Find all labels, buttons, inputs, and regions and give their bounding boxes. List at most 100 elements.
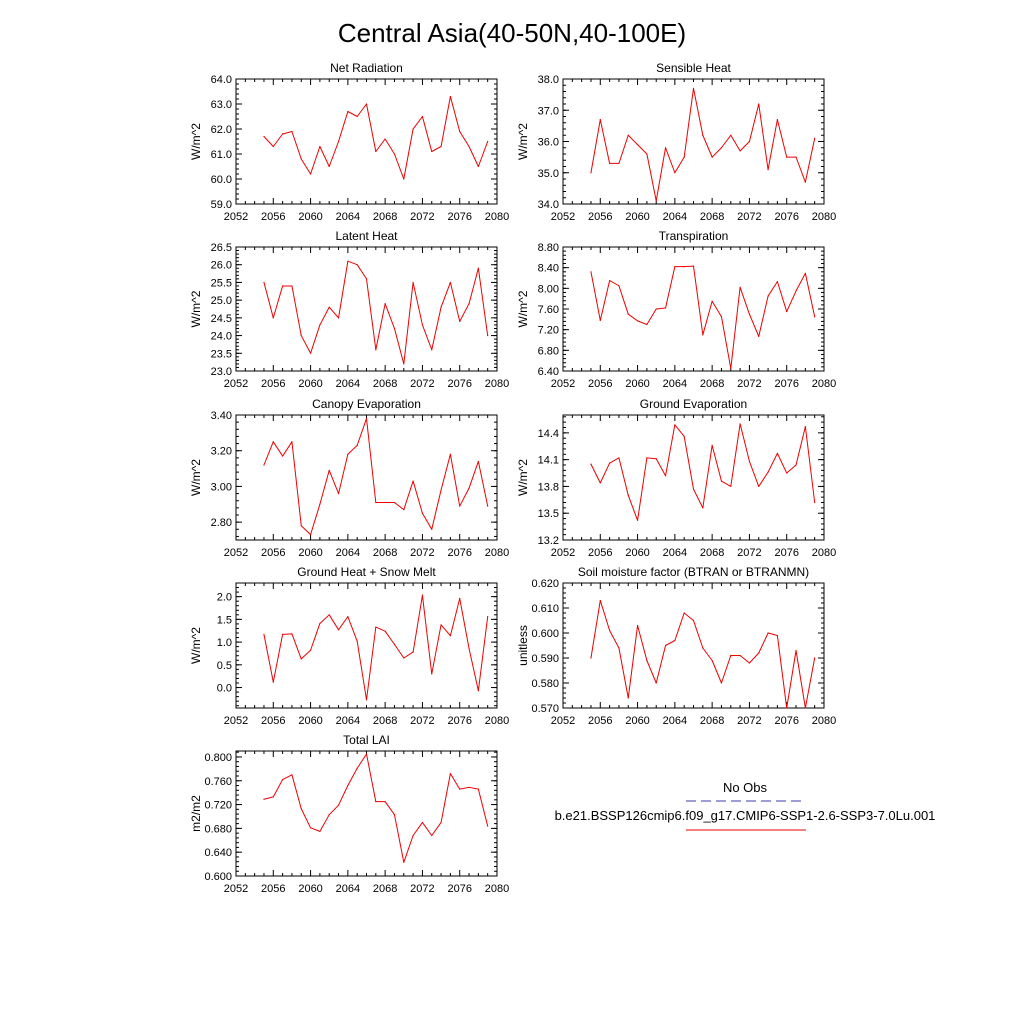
data-point <box>282 285 284 287</box>
x-tick-label: 2060 <box>298 211 322 223</box>
data-point <box>776 281 778 283</box>
data-point <box>776 452 778 454</box>
y-tick-label: 37.0 <box>538 105 559 117</box>
data-point <box>683 435 685 438</box>
x-tick-label: 2056 <box>261 211 285 223</box>
y-tick-label: 0.800 <box>204 752 232 764</box>
data-point <box>449 281 451 284</box>
data-point <box>375 349 377 351</box>
plot-frame <box>562 78 825 205</box>
x-tick-label: 2072 <box>410 378 434 390</box>
data-point <box>384 303 386 305</box>
data-point <box>319 503 321 505</box>
panel-8: 2052 2056 2060 2064 2068 2072 2076 2080 0.570 0.5… <box>516 565 836 727</box>
plot-frame <box>235 78 498 205</box>
y-axis-label: W/m^2 <box>189 290 203 327</box>
data-point <box>795 464 797 466</box>
x-tick-label: 2064 <box>336 883 360 895</box>
data-point <box>627 313 629 315</box>
x-tick-label: 2080 <box>812 211 836 223</box>
data-point <box>786 707 788 709</box>
x-tick-label: 2080 <box>812 547 836 559</box>
data-point <box>730 485 732 488</box>
legend-label-obs: No Obs <box>723 780 768 795</box>
data-point <box>393 643 396 645</box>
data-point <box>739 654 741 657</box>
data-point <box>365 103 368 105</box>
data-point <box>711 444 713 446</box>
y-axis-label: W/m^2 <box>189 627 203 664</box>
data-point <box>291 285 293 287</box>
data-point <box>636 519 639 521</box>
data-point <box>702 134 704 136</box>
data-point <box>720 682 723 684</box>
data-point <box>609 162 611 164</box>
y-tick-label: 14.4 <box>538 428 559 440</box>
data-point <box>618 647 620 649</box>
x-tick-label: 2064 <box>663 547 687 559</box>
x-tick-label: 2064 <box>336 715 360 727</box>
x-tick-label: 2072 <box>737 211 761 223</box>
data-point <box>431 150 433 153</box>
y-tick-label: 62.0 <box>211 124 232 136</box>
x-tick-label: 2056 <box>261 378 285 390</box>
data-point <box>599 599 601 602</box>
data-point <box>412 480 414 482</box>
data-point <box>356 767 358 769</box>
y-tick-label: 6.80 <box>538 345 559 357</box>
data-point <box>365 417 368 420</box>
data-point <box>431 673 433 675</box>
data-point <box>347 110 349 113</box>
data-point <box>459 597 461 600</box>
x-tick-label: 2052 <box>224 715 248 727</box>
panel-title: Sensible Heat <box>656 61 731 75</box>
data-point <box>748 313 751 315</box>
data-point <box>804 181 806 183</box>
data-point <box>431 349 433 351</box>
data-point <box>347 260 349 262</box>
data-point <box>814 657 816 659</box>
data-point <box>711 156 713 158</box>
data-point <box>730 134 732 136</box>
data-point <box>300 158 302 160</box>
data-point <box>627 697 629 699</box>
data-point <box>263 798 265 800</box>
data-point <box>440 624 442 626</box>
y-tick-label: 0.0 <box>217 683 232 695</box>
x-tick-label: 2068 <box>373 211 397 223</box>
data-point <box>393 153 396 155</box>
x-tick-label: 2056 <box>588 378 612 390</box>
y-tick-label: 8.40 <box>538 263 559 275</box>
data-point <box>403 657 405 659</box>
data-point <box>263 135 265 138</box>
data-point <box>814 316 816 318</box>
data-point <box>767 295 769 297</box>
panel-3: 2052 2056 2060 2064 2068 2072 2076 2080 23.0 23.5… <box>189 229 509 390</box>
data-point <box>300 334 302 337</box>
y-axis-label: W/m^2 <box>516 290 530 327</box>
x-tick-label: 2064 <box>663 715 687 727</box>
data-point <box>720 480 723 482</box>
y-axis-label: W/m^2 <box>189 123 203 160</box>
data-point <box>272 796 274 798</box>
data-point <box>739 150 741 152</box>
data-point <box>683 612 685 614</box>
data-point <box>720 147 723 149</box>
y-tick-label: 8.80 <box>538 242 559 254</box>
panel-title: Ground Heat + Snow Melt <box>297 565 436 579</box>
data-point <box>375 501 377 504</box>
data-point <box>795 290 797 292</box>
data-point <box>646 659 648 662</box>
data-point <box>487 616 489 618</box>
data-point <box>683 266 685 268</box>
data-point <box>711 659 713 662</box>
data-point <box>468 145 470 148</box>
y-tick-label: 64.0 <box>211 74 232 86</box>
data-point <box>814 501 816 504</box>
y-tick-label: 8.00 <box>538 283 559 295</box>
x-tick-label: 2076 <box>447 715 471 727</box>
y-tick-label: 0.570 <box>531 703 559 715</box>
x-tick-label: 2072 <box>410 883 434 895</box>
x-tick-label: 2068 <box>373 715 397 727</box>
data-point <box>393 501 396 504</box>
